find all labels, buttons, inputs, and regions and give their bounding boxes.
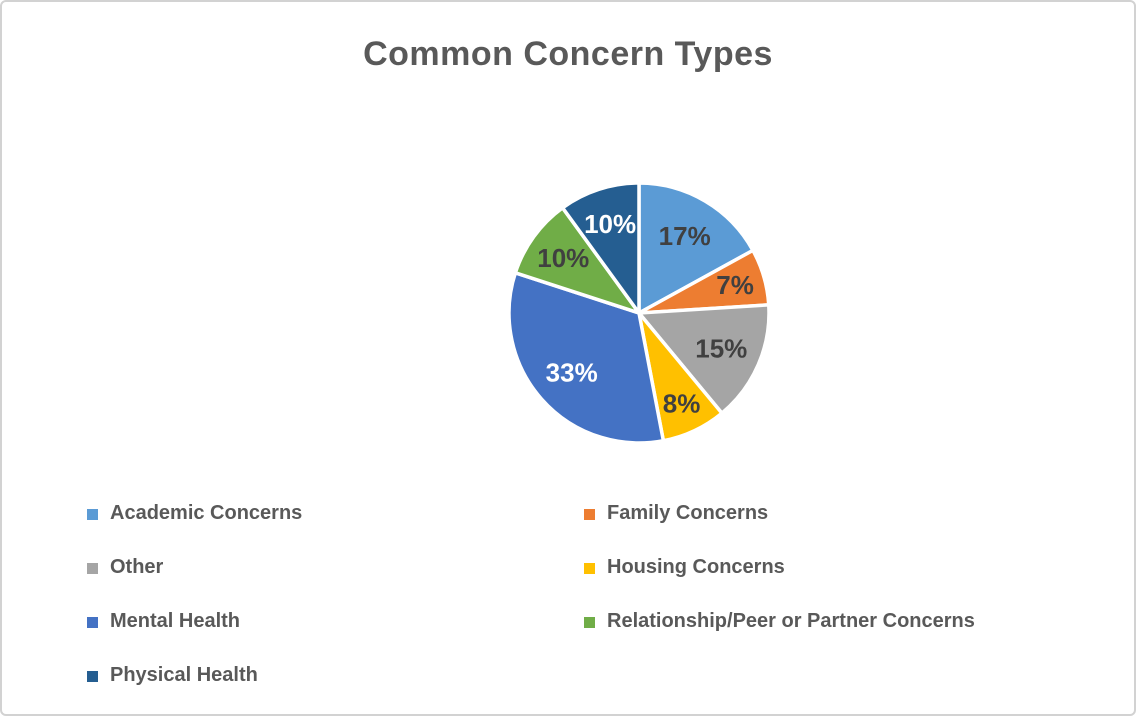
legend-item-physical-health[interactable]: Physical Health <box>87 664 584 687</box>
legend-swatch-housing-concerns <box>584 562 595 574</box>
legend-swatch-physical-health <box>87 670 98 682</box>
legend-swatch-family-concerns <box>584 508 595 520</box>
legend-label-housing-concerns: Housing Concerns <box>607 555 785 578</box>
pie-label-relationship-peer-or-partner-concerns: 10% <box>537 243 589 273</box>
legend-label-mental-health: Mental Health <box>110 609 241 632</box>
legend-label-academic-concerns: Academic Concerns <box>110 501 303 524</box>
legend-item-mental-health[interactable]: Mental Health <box>87 610 584 633</box>
legend-item-other[interactable]: Other <box>87 556 584 579</box>
chart-title: Common Concern Types <box>363 35 773 73</box>
legend-item-family-concerns[interactable]: Family Concerns <box>584 502 1077 525</box>
legend-swatch-relationship-peer-or-partner-concerns <box>584 616 595 628</box>
pie-label-academic-concerns: 17% <box>659 221 711 251</box>
pie-slice-other[interactable] <box>637 303 771 415</box>
pie-label-other: 15% <box>695 334 747 364</box>
pie-label-physical-health: 10% <box>584 209 636 239</box>
legend-item-housing-concerns[interactable]: Housing Concerns <box>584 556 1077 579</box>
pie-slice-academic-concerns[interactable] <box>637 181 755 315</box>
pie-slice-physical-health[interactable] <box>560 181 641 315</box>
legend-label-family-concerns: Family Concerns <box>607 501 769 524</box>
legend-swatch-other <box>87 562 98 574</box>
pie-label-family-concerns: 7% <box>716 270 754 300</box>
pie-slice-mental-health[interactable] <box>507 271 666 445</box>
legend-item-academic-concerns[interactable]: Academic Concerns <box>87 502 584 525</box>
legend-label-physical-health: Physical Health <box>110 663 258 686</box>
chart-legend: Academic Concerns Family Concerns Other Hou… <box>87 486 1077 702</box>
legend-swatch-mental-health <box>87 616 98 628</box>
legend-label-other: Other <box>110 555 164 578</box>
legend-item-relationship-peer-or-partner-concerns[interactable]: Relationship/Peer or Partner Concerns <box>584 610 1077 633</box>
pie-label-housing-concerns: 8% <box>663 389 701 419</box>
legend-swatch-academic-concerns <box>87 508 98 520</box>
pie-label-mental-health: 33% <box>546 357 598 387</box>
legend-label-relationship-peer-or-partner-concerns: Relationship/Peer or Partner Concerns <box>607 609 975 632</box>
